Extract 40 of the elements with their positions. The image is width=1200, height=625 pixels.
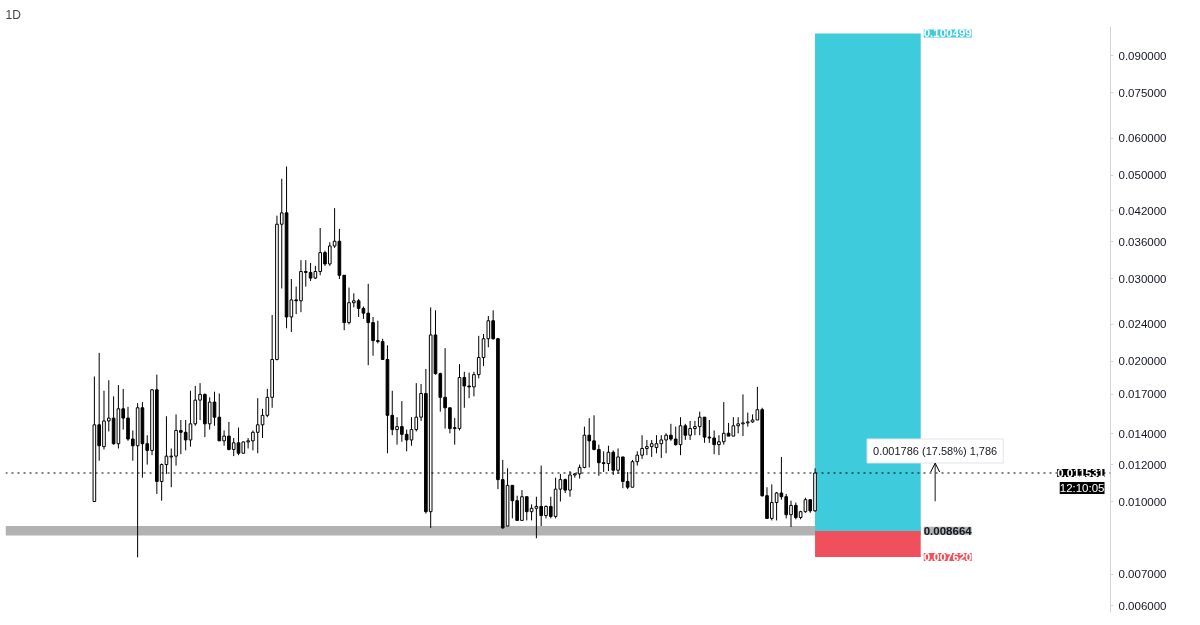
y-tick-label: 0.007000 [1118,568,1167,581]
candlestick [356,298,361,318]
candlestick [409,416,414,447]
candlestick [188,390,193,448]
candlestick [217,392,222,442]
y-tick-label: 0.090000 [1118,49,1167,62]
y-tick-label: 0.006000 [1118,599,1167,612]
band-label: 0.008664 [923,524,973,537]
chart-title: 1D [5,7,22,22]
y-tick-label: 0.020000 [1118,355,1167,368]
candlestick [404,429,409,452]
y-tick-label: 0.010000 [1118,495,1167,508]
y-tick-label: 0.050000 [1118,169,1167,182]
y-tick-label: 0.017000 [1118,388,1167,401]
band-label: 0.100499 [923,27,972,40]
y-tick-label: 0.014000 [1118,427,1167,440]
y-tick-label: 0.024000 [1118,318,1167,331]
candlestick [255,397,260,454]
candlestick [601,450,606,473]
y-tick-label: 0.036000 [1118,235,1167,248]
y-tick-label: 0.012000 [1118,458,1167,471]
candlestick [231,437,236,457]
ref-line-label: 0.011531 [1057,466,1106,479]
candlestick [707,419,712,444]
candlestick [659,434,664,459]
candlestick [606,445,611,472]
band-label: 0.007620 [923,551,972,564]
annotation: 12:10:05 [1059,481,1105,494]
candlestick [207,396,212,431]
y-tick-label: 0.042000 [1118,204,1167,217]
annotation: 0.001786 (17.58%) 1,786 [873,444,998,457]
candlestick [731,416,736,437]
y-tick-label: 0.030000 [1118,272,1167,285]
candlestick [183,419,188,451]
candlestick [534,496,539,539]
y-tick-label: 0.060000 [1118,132,1167,145]
y-tick-label: 0.075000 [1118,86,1167,99]
candlestick [702,416,707,444]
candlestick [673,426,678,447]
candlestick [774,491,779,521]
